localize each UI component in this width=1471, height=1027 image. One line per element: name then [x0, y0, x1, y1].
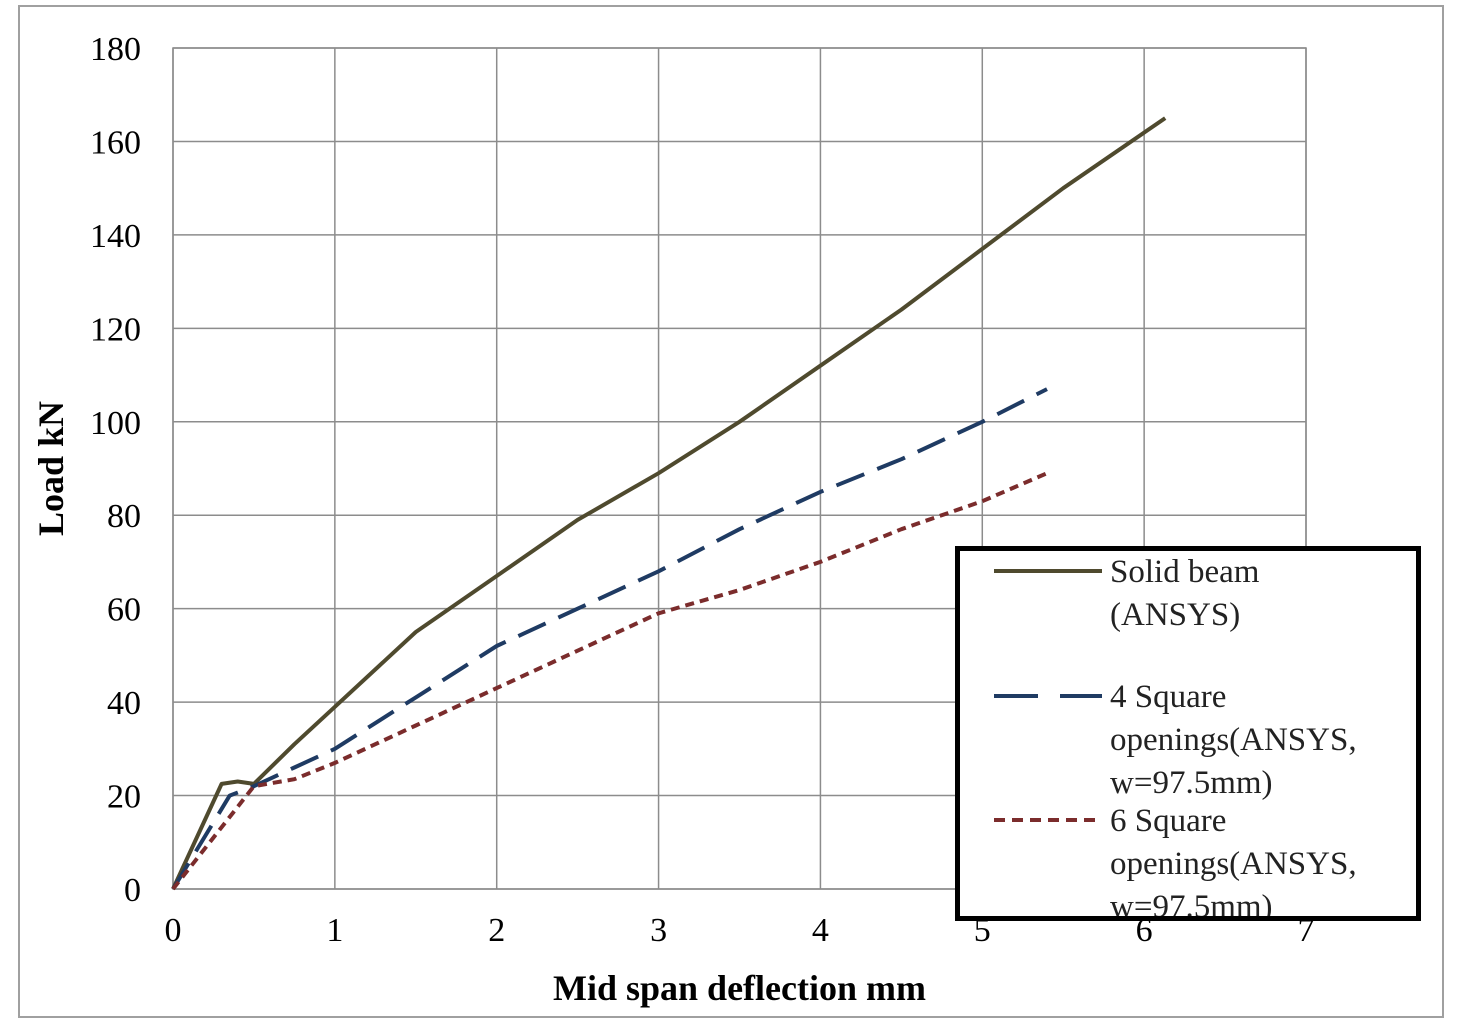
- x-axis-label: Mid span deflection mm: [553, 968, 926, 1008]
- x-tick-label: 2: [488, 912, 505, 949]
- y-tick-label: 60: [107, 592, 141, 629]
- legend-label-4-square: 4 Square openings(ANSYS, w=97.5mm): [1110, 676, 1410, 805]
- legend-text: 4 Square: [1110, 679, 1227, 715]
- legend-text: (ANSYS): [1110, 597, 1241, 633]
- y-tick-label: 40: [107, 685, 141, 722]
- x-tick-label: 6: [1136, 912, 1153, 949]
- x-tick-label: 0: [165, 912, 182, 949]
- x-tick-label: 1: [326, 912, 343, 949]
- y-tick-label: 160: [90, 124, 141, 161]
- legend-swatch-6-square: [994, 818, 1102, 822]
- y-tick-label: 0: [124, 872, 141, 909]
- y-tick-label: 120: [90, 311, 141, 348]
- legend-text: w=97.5mm): [1110, 765, 1273, 801]
- legend-text: 6 Square: [1110, 803, 1227, 839]
- legend-label-6-square: 6 Square openings(ANSYS, w=97.5mm): [1110, 800, 1410, 921]
- y-tick-label: 140: [90, 218, 141, 255]
- legend-text: w=97.5mm): [1110, 889, 1273, 921]
- legend-swatch-solid: [994, 569, 1102, 573]
- chart-frame: [18, 5, 1444, 1018]
- legend-text: openings(ANSYS,: [1110, 722, 1357, 758]
- x-tick-label: 4: [812, 912, 829, 949]
- y-tick-label: 20: [107, 779, 141, 816]
- legend: Solid beam (ANSYS) 4 Square openings(ANS…: [955, 546, 1421, 921]
- y-tick-label: 80: [107, 498, 141, 535]
- y-axis-label: Load kN: [31, 401, 71, 536]
- legend-text: Solid beam: [1110, 554, 1260, 590]
- x-tick-label: 5: [974, 912, 991, 949]
- series-line-0: [171, 116, 1167, 890]
- legend-label-solid: Solid beam (ANSYS): [1110, 551, 1410, 637]
- series-line-2: [171, 471, 1048, 891]
- y-tick-label: 100: [90, 405, 141, 442]
- y-tick-label: 180: [90, 31, 141, 68]
- legend-swatch-4-square: [994, 694, 1102, 698]
- legend-text: openings(ANSYS,: [1110, 846, 1357, 882]
- x-tick-label: 3: [650, 912, 667, 949]
- x-tick-label: 7: [1298, 912, 1315, 949]
